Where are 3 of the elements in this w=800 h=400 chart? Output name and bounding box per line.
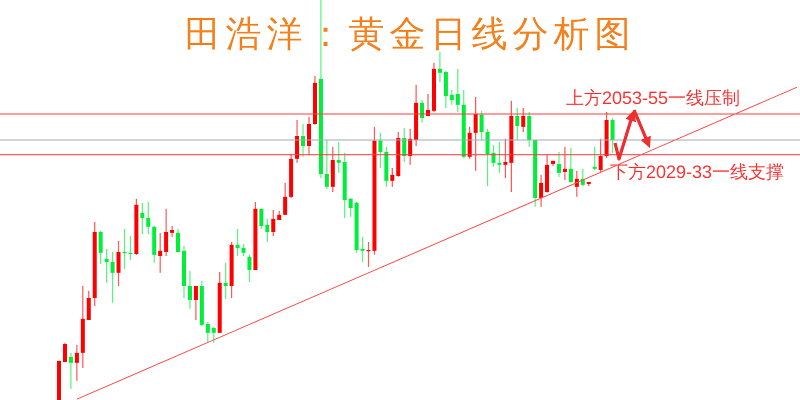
ref-line-label: 上方2053-55一线压制 xyxy=(566,88,740,108)
chart-title: 田浩洋：黄金日线分析图 xyxy=(184,14,636,55)
legend-label: 下方2029-33一线支撑 xyxy=(610,162,784,182)
